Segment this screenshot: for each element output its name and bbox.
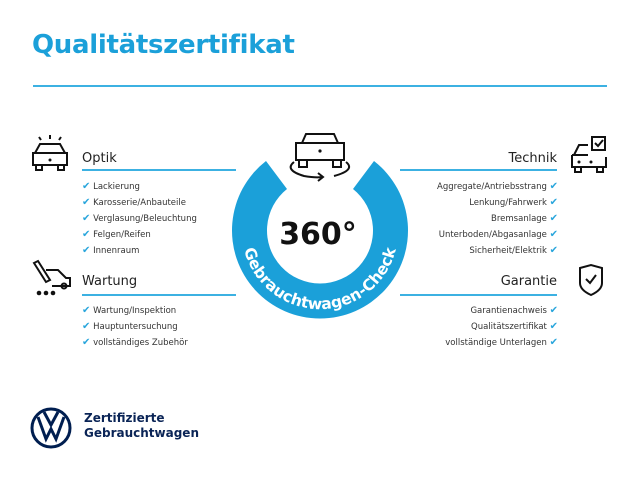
car-checkbox-icon [571,136,607,173]
list-item: Aggregate/Antriebsstrang ✔ [437,181,558,192]
check-icon: ✔ [549,337,558,348]
list-item: Garantienachweis ✔ [470,305,558,316]
check-icon: ✔ [549,229,558,240]
degrees-label: 360° [279,217,357,252]
vw-logo-icon [30,407,72,449]
check-icon: ✔ [82,245,91,256]
technik-list: Aggregate/Antriebsstrang ✔ Lenkung/Fahrw… [437,179,558,259]
check-icon: ✔ [82,181,91,192]
check-icon: ✔ [82,305,91,316]
check-icon: ✔ [549,305,558,316]
shield-check-icon [579,263,603,297]
check-icon: ✔ [82,229,91,240]
service-tools-icon [32,259,71,296]
check-icon: ✔ [549,245,558,256]
wartung-list: ✔ Wartung/Inspektion ✔ Hauptuntersuchung… [82,303,188,351]
car-lights-icon [32,135,68,171]
list-item: ✔ Karosserie/Anbauteile [82,197,186,208]
check-icon: ✔ [549,181,558,192]
list-item: ✔ Wartung/Inspektion [82,305,177,316]
brand-text: Zertifizierte Gebrauchtwagen [84,411,199,440]
check-icon: ✔ [549,197,558,208]
section-heading-technik: Technik [508,151,558,166]
check-icon: ✔ [549,213,558,224]
divider [400,294,557,296]
list-item: ✔ Hauptuntersuchung [82,321,178,332]
check-icon: ✔ [82,213,91,224]
list-item: Unterboden/Abgasanlage ✔ [438,229,558,240]
ring [231,161,408,319]
list-item: Qualitätszertifikat ✔ [471,321,558,332]
divider [400,169,557,171]
list-item: vollständige Unterlagen ✔ [445,337,558,348]
check-icon: ✔ [82,337,91,348]
section-heading-wartung: Wartung [82,274,138,289]
list-item: ✔ Verglasung/Beleuchtung [82,213,197,224]
list-item: ✔ Lackierung [82,181,140,192]
list-item: Sicherheit/Elektrik ✔ [469,245,558,256]
divider [82,169,236,171]
section-heading-optik: Optik [82,151,117,166]
list-item: Lenkung/Fahrwerk ✔ [469,197,558,208]
list-item: ✔ vollständiges Zubehör [82,337,188,348]
divider [82,294,236,296]
page-title: Qualitätszertifikat [32,30,295,60]
list-item: ✔ Felgen/Reifen [82,229,151,240]
garantie-list: Garantienachweis ✔ Qualitätszertifikat ✔… [445,303,558,351]
check-icon: ✔ [549,321,558,332]
optik-list: ✔ Lackierung ✔ Karosserie/Anbauteile ✔ V… [82,179,197,259]
check-icon: ✔ [82,197,91,208]
check-icon: ✔ [82,321,91,332]
title-divider [33,85,607,87]
list-item: ✔ Innenraum [82,245,140,256]
car-rotate-icon [289,133,350,182]
list-item: Bremsanlage ✔ [491,213,558,224]
section-heading-garantie: Garantie [500,274,557,289]
